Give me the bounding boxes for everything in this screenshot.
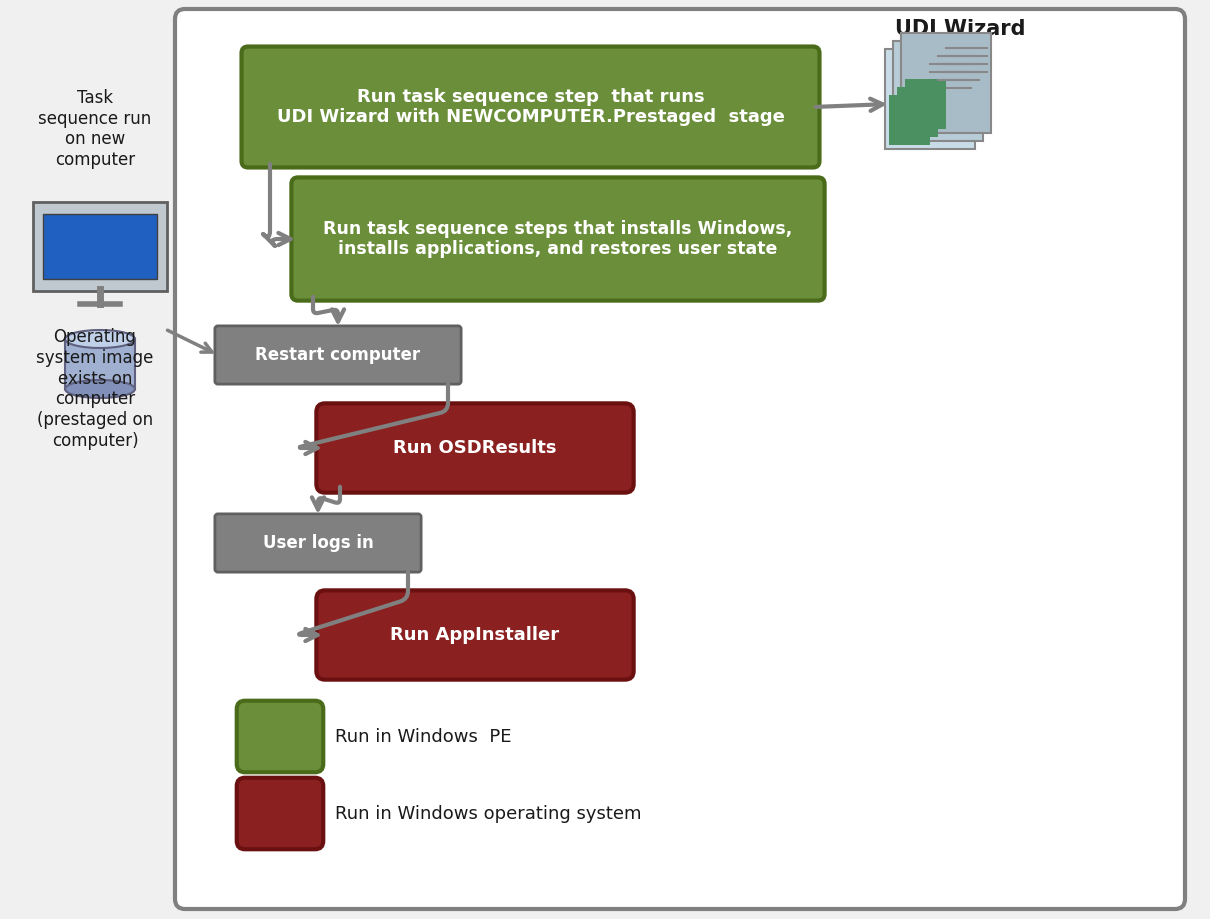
Text: Run task sequence step  that runs
UDI Wizard with NEWCOMPUTER.Prestaged  stage: Run task sequence step that runs UDI Wiz… (277, 87, 784, 127)
Text: Operating
system image
exists on
computer
(prestaged on
computer): Operating system image exists on compute… (36, 328, 154, 450)
FancyBboxPatch shape (242, 47, 819, 167)
FancyBboxPatch shape (897, 87, 938, 137)
FancyBboxPatch shape (175, 9, 1185, 909)
Text: UDI Wizard: UDI Wizard (894, 19, 1025, 39)
Text: Run AppInstaller: Run AppInstaller (391, 626, 559, 644)
Text: Run in Windows operating system: Run in Windows operating system (335, 805, 641, 823)
FancyBboxPatch shape (316, 590, 634, 680)
FancyBboxPatch shape (316, 403, 634, 493)
FancyBboxPatch shape (889, 95, 929, 145)
Text: User logs in: User logs in (263, 534, 374, 552)
FancyBboxPatch shape (905, 79, 945, 129)
FancyBboxPatch shape (237, 777, 323, 849)
Text: Run in Windows  PE: Run in Windows PE (335, 728, 512, 746)
FancyBboxPatch shape (215, 326, 461, 384)
FancyBboxPatch shape (44, 214, 157, 279)
FancyBboxPatch shape (885, 49, 975, 149)
Ellipse shape (65, 330, 136, 348)
FancyBboxPatch shape (893, 41, 983, 141)
FancyBboxPatch shape (237, 701, 323, 772)
FancyBboxPatch shape (292, 177, 824, 301)
FancyBboxPatch shape (65, 339, 136, 389)
Ellipse shape (65, 380, 136, 398)
FancyBboxPatch shape (33, 202, 167, 291)
Text: Restart computer: Restart computer (255, 346, 421, 364)
Text: Run task sequence steps that installs Windows,
installs applications, and restor: Run task sequence steps that installs Wi… (323, 220, 793, 258)
Text: Run OSDResults: Run OSDResults (393, 439, 557, 457)
Text: Task
sequence run
on new
computer: Task sequence run on new computer (39, 89, 151, 169)
FancyBboxPatch shape (901, 33, 991, 133)
FancyBboxPatch shape (215, 514, 421, 573)
